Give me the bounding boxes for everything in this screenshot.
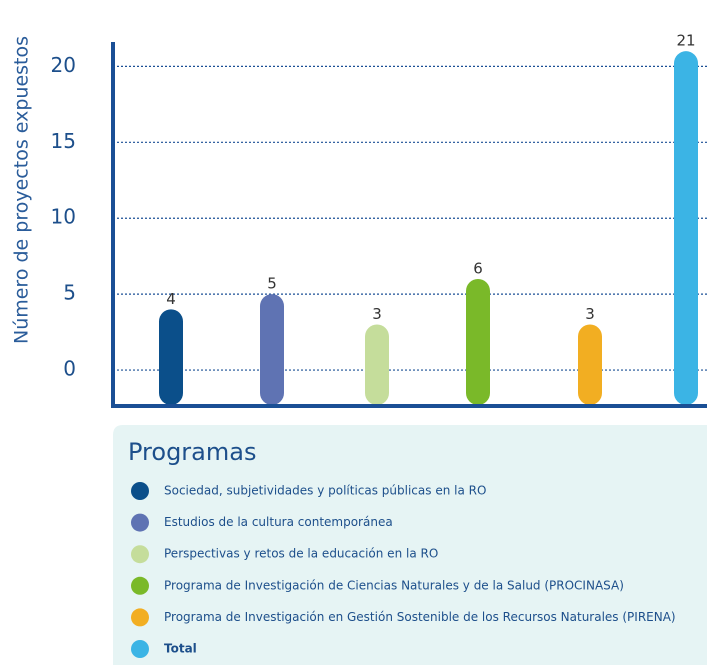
- legend-swatch: [131, 608, 149, 627]
- bar: [260, 294, 284, 405]
- legend-label: Programa de Investigación de Ciencias Na…: [164, 578, 624, 592]
- legend-swatch: [131, 545, 149, 564]
- legend-box: [113, 425, 707, 665]
- value-label: 3: [585, 305, 595, 323]
- bar: [466, 278, 490, 405]
- legend-label: Programa de Investigación en Gestión Sos…: [164, 610, 676, 624]
- value-label: 5: [267, 275, 277, 293]
- y-axis-title: Número de proyectos expuestos: [11, 36, 33, 344]
- legend-swatch: [131, 576, 149, 595]
- y-tick-label: 0: [63, 357, 76, 381]
- legend-label: Perspectivas y retos de la educación en …: [164, 547, 438, 561]
- legend-label: Sociedad, subjetividades y políticas púb…: [164, 484, 486, 498]
- value-label: 6: [473, 259, 483, 277]
- legend-swatch: [131, 513, 149, 532]
- value-label: 4: [166, 290, 176, 308]
- y-tick-label: 20: [51, 53, 76, 77]
- legend-swatch: [131, 640, 149, 658]
- legend-label: Estudios de la cultura contemporánea: [164, 515, 393, 529]
- legend-label: Total: [164, 642, 197, 656]
- bar: [159, 309, 183, 405]
- legend-swatch: [131, 482, 149, 500]
- value-label: 3: [372, 305, 382, 323]
- y-tick-label: 5: [63, 281, 76, 305]
- y-tick-label: 10: [51, 205, 76, 229]
- y-tick-label: 15: [51, 129, 76, 153]
- legend-title: Programas: [128, 438, 256, 466]
- value-label: 21: [676, 32, 695, 50]
- bar: [674, 51, 698, 406]
- bar: [365, 324, 389, 405]
- bar: [578, 324, 602, 405]
